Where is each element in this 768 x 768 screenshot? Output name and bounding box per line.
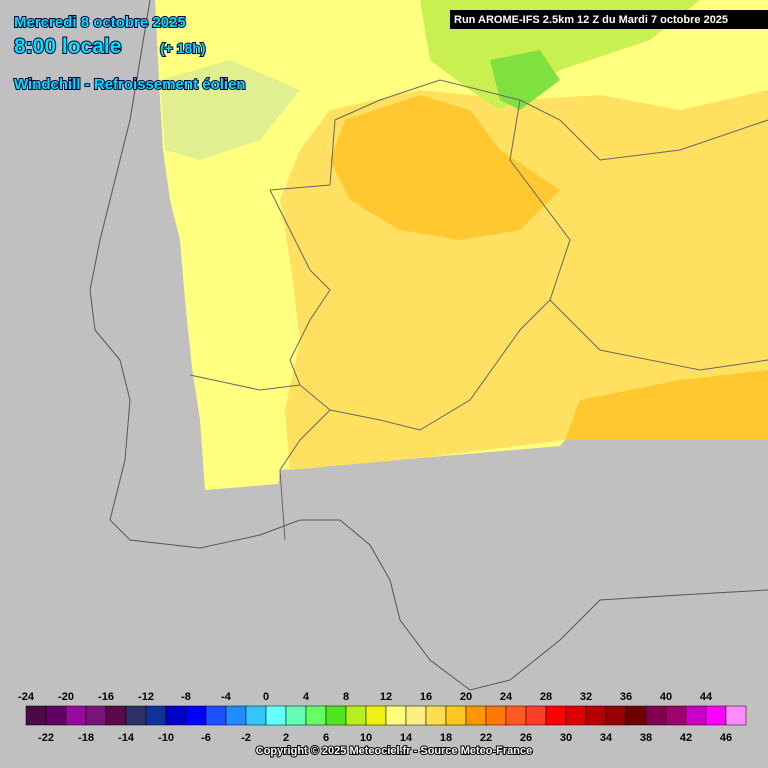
border-line	[189, 79, 768, 541]
legend-label: 18	[440, 732, 452, 744]
legend-label: 46	[720, 732, 732, 744]
legend-swatch	[365, 705, 387, 726]
legend-swatch	[85, 705, 107, 726]
run-info: Run AROME-IFS 2.5km 12 Z du Mardi 7 octo…	[454, 14, 728, 26]
legend-label: -14	[118, 732, 135, 744]
legend-swatch	[665, 705, 687, 726]
legend-swatch	[45, 705, 67, 726]
legend-swatch	[685, 705, 707, 726]
legend-label: 28	[540, 691, 552, 703]
legend-swatch	[725, 705, 747, 726]
legend-swatch	[705, 705, 727, 726]
warmer-zone	[565, 370, 768, 440]
legend-swatch	[265, 705, 287, 726]
warmer-zone	[330, 95, 560, 240]
legend-label: 4	[303, 691, 310, 703]
legend-label: -2	[241, 732, 251, 744]
legend-label: 2	[283, 732, 289, 744]
legend-swatch	[565, 705, 587, 726]
date: Mercredi 8 octobre 2025	[14, 14, 186, 31]
legend-label: -22	[38, 732, 54, 744]
legend-label: 30	[560, 732, 572, 744]
legend-swatch	[385, 705, 407, 726]
legend-label: 34	[600, 732, 613, 744]
legend-label: 0	[263, 691, 269, 703]
legend-label: 24	[500, 691, 513, 703]
color-legend: -24 -20 -16 -12 -8 -4 0 4 8 12 16 20 24 28 32 36 40 44-22…	[18, 691, 747, 744]
legend-swatch	[325, 705, 347, 726]
legend-label: 20	[460, 691, 472, 703]
legend-swatch	[505, 705, 527, 726]
legend-swatch	[25, 705, 47, 726]
legend-label: -18	[78, 732, 94, 744]
legend-label: 26	[520, 732, 532, 744]
legend-swatch	[205, 705, 227, 726]
legend-swatch	[105, 705, 127, 726]
legend-swatch	[225, 705, 247, 726]
cool-zone	[490, 50, 560, 110]
coastline	[89, 0, 768, 691]
legend-swatch	[125, 705, 147, 726]
legend-label: -16	[98, 691, 114, 703]
legend-label: -10	[158, 732, 174, 744]
copyright: Copyright © 2025 Meteociel.fr - Source M…	[256, 745, 532, 757]
legend-swatch	[145, 705, 167, 726]
legend-swatch	[165, 705, 187, 726]
parameter: Windchill - Refroissement éolien	[14, 76, 246, 93]
cool-zone	[160, 60, 300, 160]
legend-label: 40	[660, 691, 672, 703]
legend-label: -8	[181, 691, 191, 703]
legend-label: -6	[201, 732, 211, 744]
legend-swatch	[545, 705, 567, 726]
legend-swatch	[425, 705, 447, 726]
legend-swatch	[585, 705, 607, 726]
legend-label: -24	[18, 691, 35, 703]
legend-swatch	[245, 705, 267, 726]
legend-label: 16	[420, 691, 432, 703]
legend-label: 38	[640, 732, 652, 744]
time: 8:00 locale	[14, 35, 121, 58]
legend-label: -4	[221, 691, 232, 703]
run-banner	[450, 10, 768, 29]
legend-label: 42	[680, 732, 692, 744]
legend-label: 36	[620, 691, 632, 703]
legend-swatch	[345, 705, 367, 726]
legend-swatch	[645, 705, 667, 726]
legend-swatch	[445, 705, 467, 726]
legend-swatch	[465, 705, 487, 726]
legend-swatch	[305, 705, 327, 726]
legend-label: -20	[58, 691, 74, 703]
legend-swatch	[185, 705, 207, 726]
legend-label: 8	[343, 691, 349, 703]
legend-label: 10	[360, 732, 372, 744]
legend-label: 14	[400, 732, 413, 744]
legend-swatch	[485, 705, 507, 726]
legend-label: 6	[323, 732, 329, 744]
legend-swatch	[285, 705, 307, 726]
legend-label: 44	[700, 691, 713, 703]
legend-label: -12	[138, 691, 154, 703]
legend-swatch	[405, 705, 427, 726]
legend-swatch	[525, 705, 547, 726]
lead-time: (+ 18h)	[160, 40, 206, 56]
legend-label: 22	[480, 732, 492, 744]
legend-swatch	[625, 705, 647, 726]
legend-label: 12	[380, 691, 392, 703]
legend-label: 32	[580, 691, 592, 703]
legend-swatch	[605, 705, 627, 726]
legend-swatch	[65, 705, 87, 726]
